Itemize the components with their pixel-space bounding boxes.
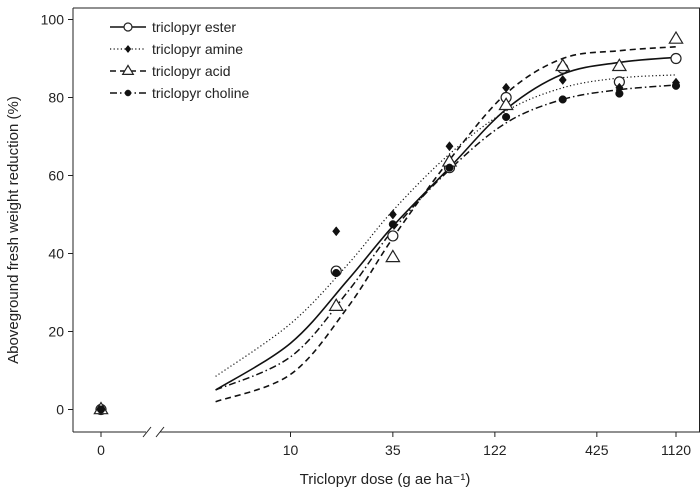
y-tick-label: 60	[48, 168, 64, 184]
legend-label-triclopyr-amine: triclopyr amine	[152, 41, 243, 57]
legend-label-triclopyr-acid: triclopyr acid	[152, 63, 231, 79]
point-triclopyr-amine	[445, 141, 454, 152]
point-triclopyr-ester	[670, 52, 682, 65]
point-triclopyr-acid	[385, 249, 401, 263]
y-tick-label: 100	[41, 12, 65, 28]
y-tick-label: 20	[48, 324, 64, 340]
point-triclopyr-amine	[332, 226, 341, 237]
point-triclopyr-acid	[611, 58, 628, 72]
legend-label-triclopyr-choline: triclopyr choline	[152, 85, 249, 101]
point-triclopyr-ester	[387, 230, 399, 242]
x-tick-label: 425	[585, 442, 609, 458]
legend: triclopyr ester triclopyr amine triclopyr …	[110, 19, 249, 101]
y-tick-label: 0	[56, 402, 64, 418]
fitted-curves	[215, 46, 677, 403]
point-triclopyr-choline	[558, 95, 567, 104]
y-tick-label: 40	[48, 246, 64, 262]
x-tick-label: 0	[97, 442, 105, 458]
point-triclopyr-choline	[332, 268, 341, 278]
legend-marker-triclopyr-acid	[121, 64, 135, 75]
point-triclopyr-choline	[502, 112, 511, 122]
legend-label-triclopyr-ester: triclopyr ester	[152, 19, 236, 35]
x-tick-label: 1120	[661, 442, 691, 458]
point-triclopyr-choline	[96, 405, 106, 414]
point-triclopyr-choline	[388, 220, 397, 229]
point-triclopyr-choline	[671, 81, 681, 90]
x-tick-label: 10	[283, 442, 299, 458]
y-axis: 0 20 40 60 80 100	[41, 12, 73, 418]
x-tick-label: 35	[385, 442, 401, 458]
data-points	[93, 30, 684, 416]
axis-break-mark	[142, 426, 152, 438]
point-triclopyr-acid	[328, 297, 344, 311]
axis-break-mark	[155, 426, 165, 438]
point-triclopyr-amine	[502, 82, 511, 93]
y-tick-label: 80	[48, 90, 64, 106]
point-triclopyr-amine	[388, 209, 397, 220]
point-triclopyr-acid	[555, 58, 571, 72]
x-axis-label: Triclopyr dose (g ae ha⁻¹)	[300, 471, 471, 488]
legend-marker-triclopyr-amine	[124, 44, 132, 54]
curve-triclopyr-ester	[215, 56, 677, 391]
x-axis: 0 10 35 122 425 1120	[97, 432, 691, 458]
legend-marker-triclopyr-choline	[124, 89, 132, 97]
point-triclopyr-choline	[615, 89, 624, 98]
legend-marker-triclopyr-ester	[123, 22, 133, 32]
point-triclopyr-amine	[558, 74, 567, 85]
x-tick-label: 122	[483, 442, 507, 458]
curve-triclopyr-acid	[215, 46, 677, 403]
point-triclopyr-choline	[445, 163, 454, 172]
point-triclopyr-acid	[498, 97, 514, 111]
y-axis-label: Aboveground fresh weight reduction (%)	[5, 96, 22, 364]
point-triclopyr-acid	[668, 30, 684, 44]
curve-triclopyr-choline	[215, 84, 677, 391]
